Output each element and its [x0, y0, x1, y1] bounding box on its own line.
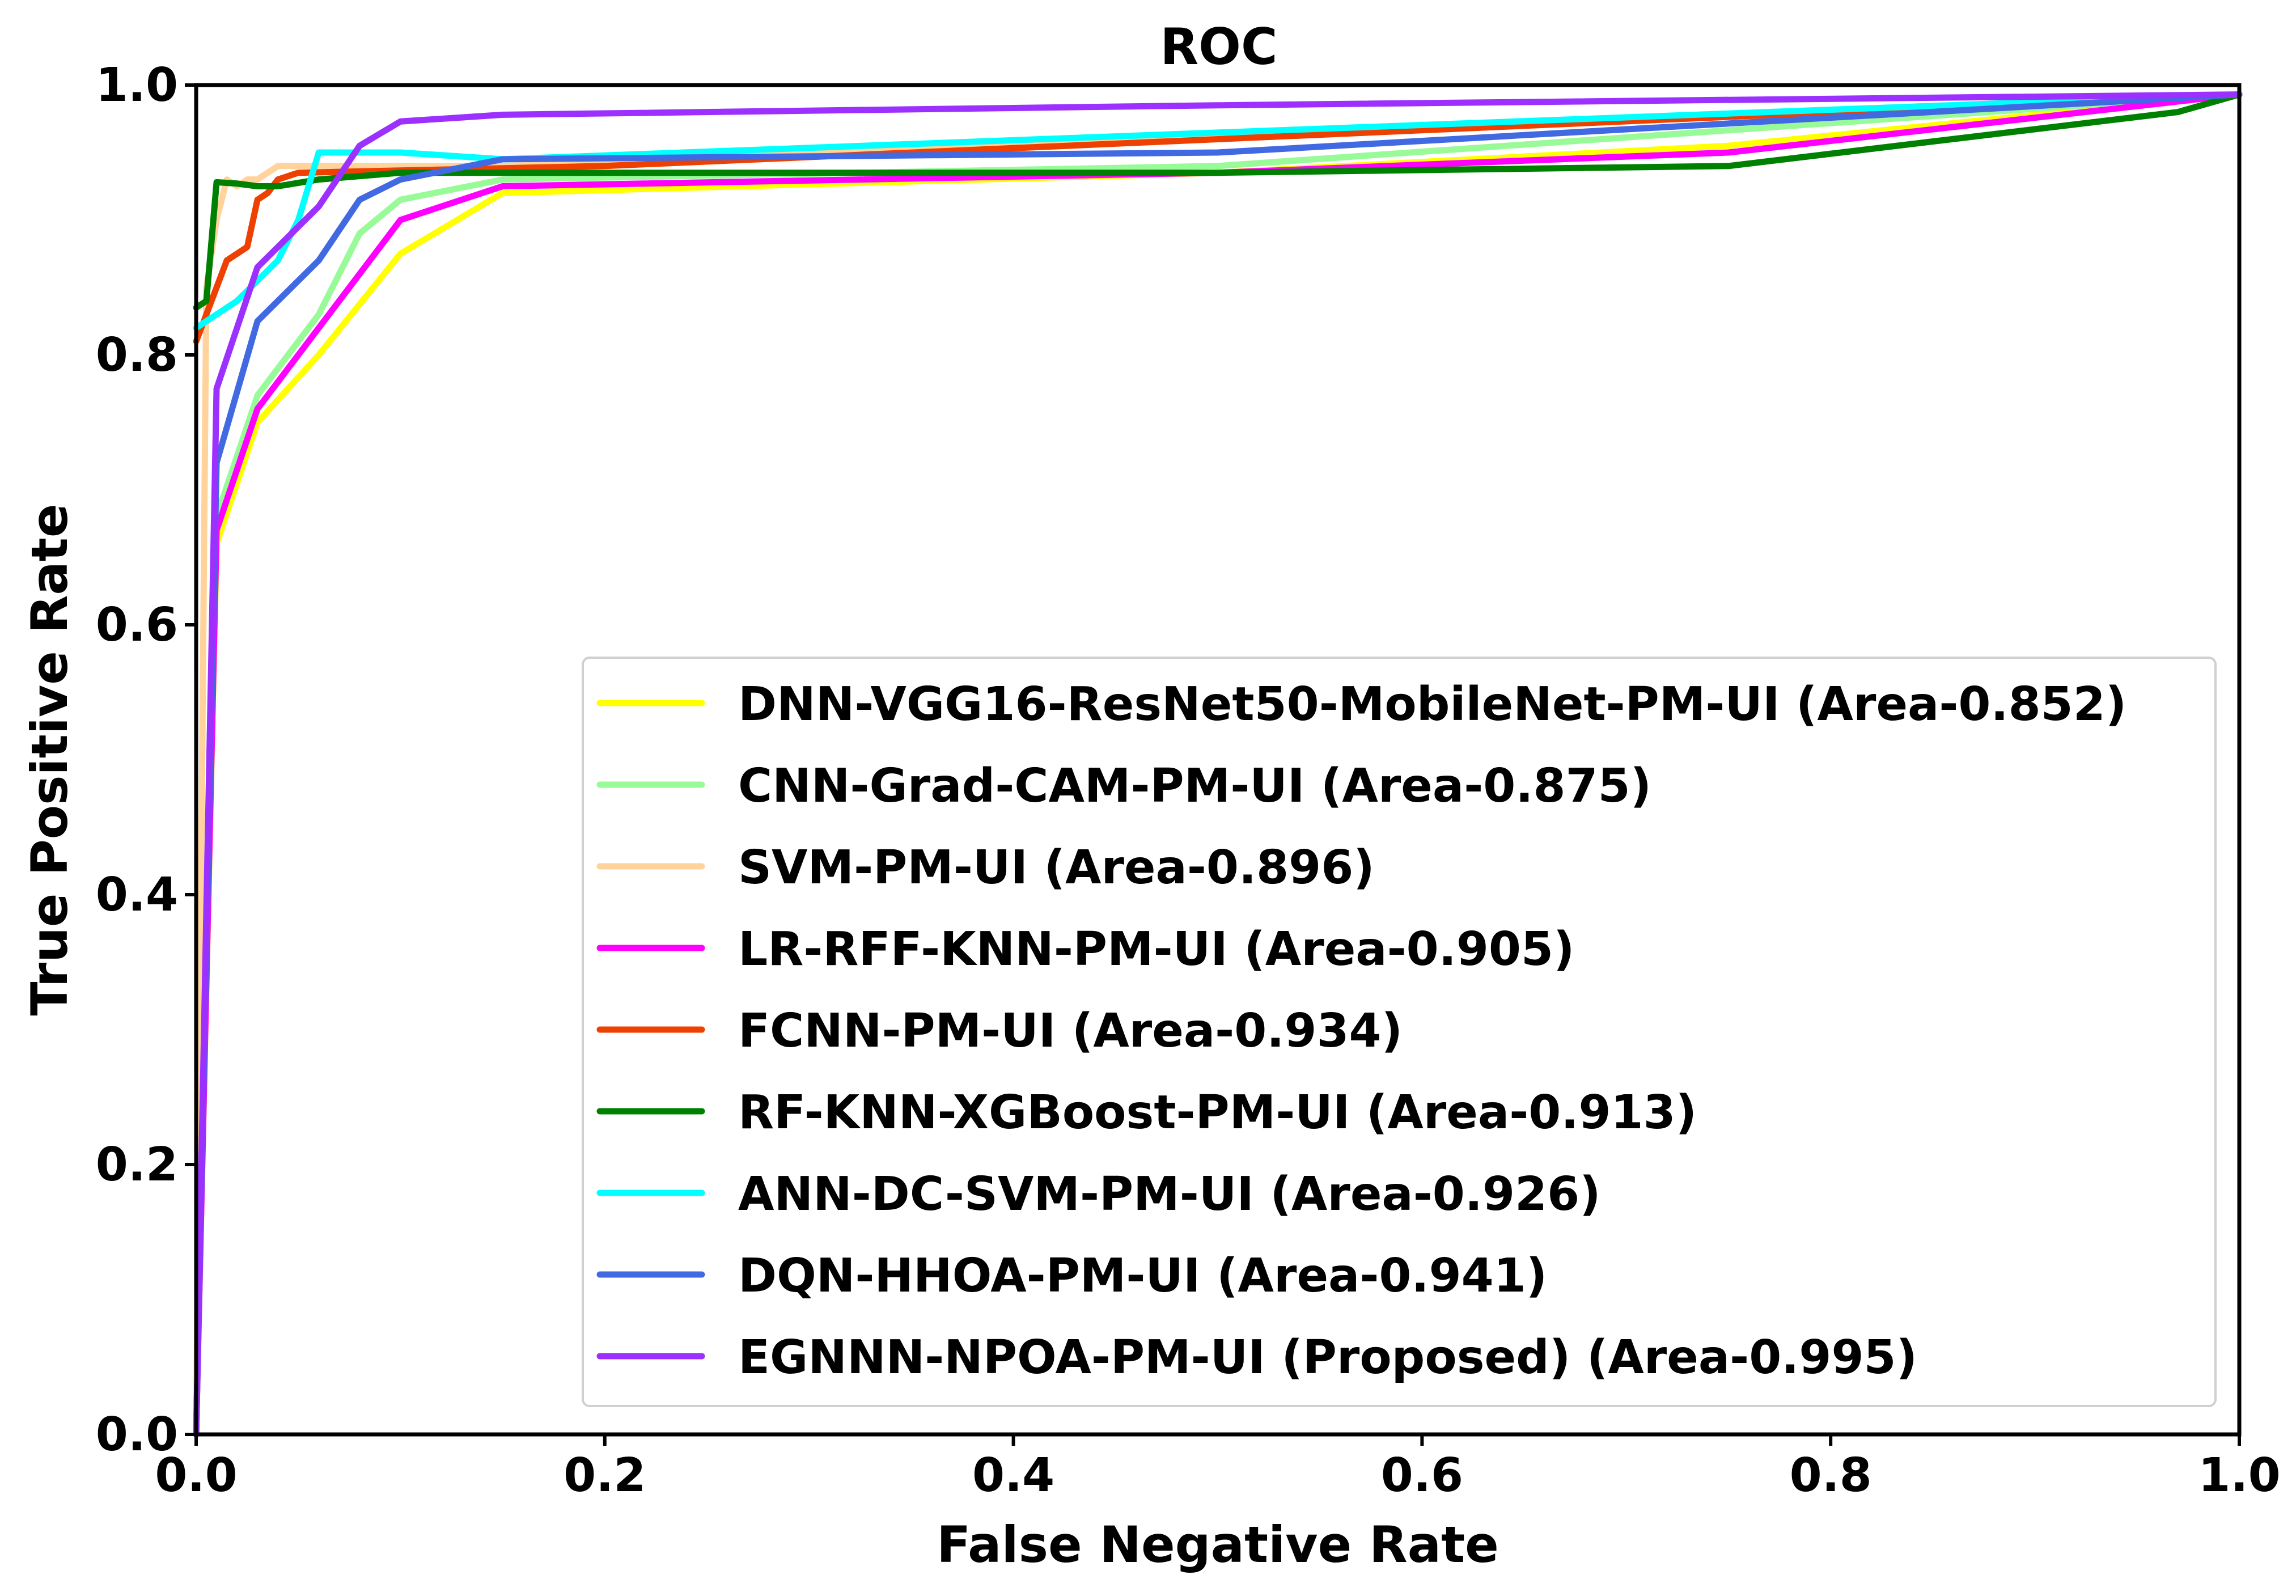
series-line-4: [193, 91, 2243, 1438]
legend-items: DNN-VGG16-ResNet50-MobileNet-PM-UI (Area…: [596, 678, 2126, 1385]
series-line-6: [193, 91, 2243, 311]
x-tick-label: 0.6: [1381, 1449, 1463, 1502]
y-tick-label: 0.8: [96, 328, 178, 382]
y-tick-label: 0.0: [96, 1408, 178, 1462]
x-tick-label: 0.4: [972, 1449, 1054, 1502]
legend-label-7: ANN-DC-SVM-PM-UI (Area-0.926): [738, 1167, 1601, 1221]
chart-title: ROC: [1160, 18, 1277, 76]
plot-lines: [193, 91, 2243, 1438]
x-tick-label: 0.2: [564, 1449, 646, 1502]
x-tick-label: 0.8: [1790, 1449, 1872, 1502]
series-line-1: [193, 91, 2243, 1438]
legend-box: [582, 657, 2217, 1407]
y-tick-label: 0.6: [96, 598, 178, 652]
x-tick-label: 1.0: [2198, 1449, 2280, 1502]
legend-label-4: LR-RFF-KNN-PM-UI (Area-0.905): [738, 922, 1575, 976]
y-axis-title: True Positive Rate: [20, 503, 79, 1015]
y-axis-ticks: 0.0 0.2 0.4 0.6 0.8 1.0: [96, 58, 196, 1462]
legend-label-8: DQN-HHOA-PM-UI (Area-0.941): [738, 1249, 1547, 1303]
legend-label-2: CNN-Grad-CAM-PM-UI (Area-0.875): [738, 759, 1651, 813]
x-axis-title: False Negative Rate: [937, 1515, 1499, 1574]
series-line-8: [193, 91, 2243, 1438]
series-line-5: [193, 91, 2243, 345]
legend: DNN-VGG16-ResNet50-MobileNet-PM-UI (Area…: [582, 657, 2217, 1407]
legend-label-9: EGNNN-NPOA-PM-UI (Proposed) (Area-0.995): [738, 1331, 1917, 1385]
legend-label-6: RF-KNN-XGBoost-PM-UI (Area-0.913): [738, 1086, 1697, 1140]
plot-frame: [194, 83, 2242, 1437]
x-axis-ticks: 0.0 0.2 0.4 0.6 0.8 1.0: [155, 1434, 2281, 1502]
series-line-9: [193, 91, 2243, 1438]
y-tick-label: 0.4: [96, 868, 178, 922]
series-line-7: [193, 91, 2243, 331]
legend-label-3: SVM-PM-UI (Area-0.896): [738, 841, 1375, 895]
legend-label-5: FCNN-PM-UI (Area-0.934): [738, 1004, 1403, 1058]
x-tick-label: 0.0: [155, 1449, 237, 1502]
y-tick-label: 1.0: [96, 58, 178, 112]
y-tick-label: 0.2: [96, 1138, 178, 1192]
legend-label-1: DNN-VGG16-ResNet50-MobileNet-PM-UI (Area…: [738, 678, 2126, 731]
